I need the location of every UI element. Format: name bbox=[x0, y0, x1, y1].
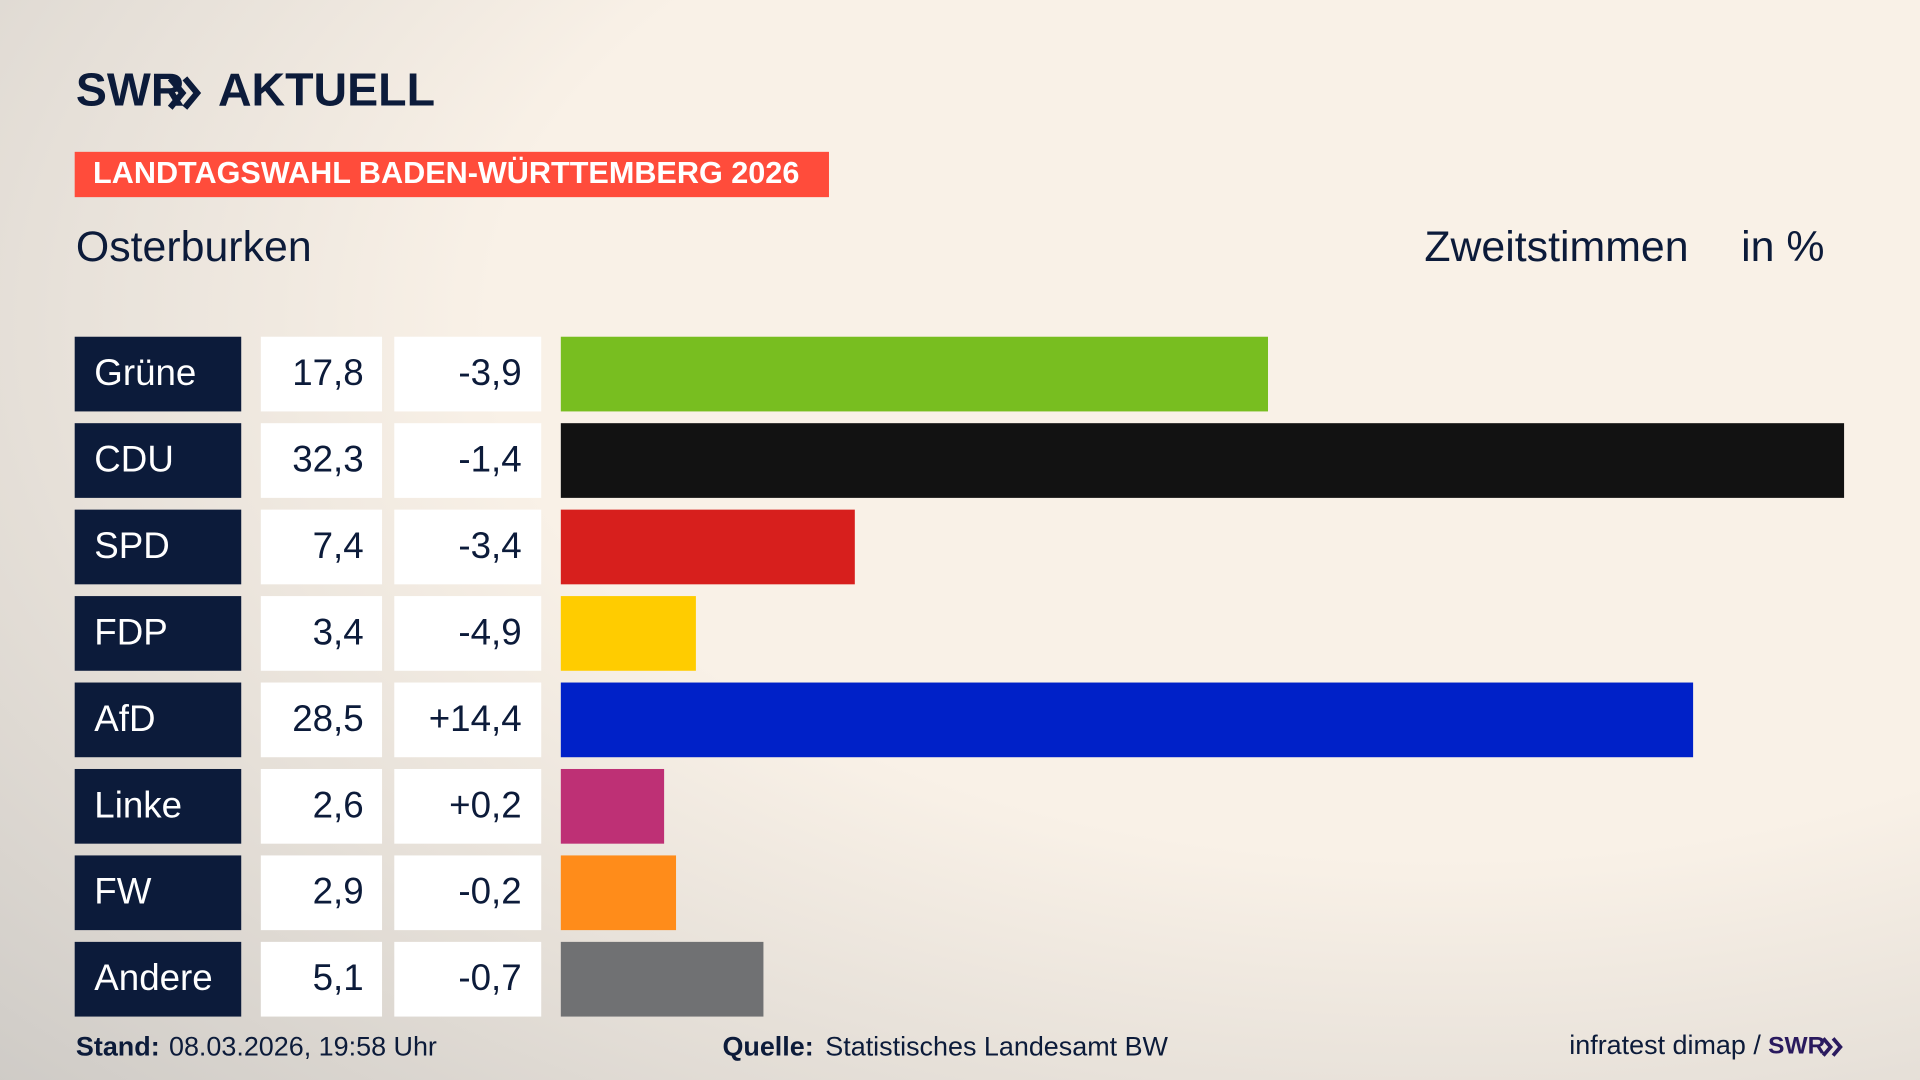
change-label: +14,4 bbox=[429, 698, 522, 739]
bar bbox=[560, 682, 1694, 758]
party-label: Linke bbox=[94, 784, 182, 825]
change-label: -0,7 bbox=[458, 957, 521, 998]
party-box bbox=[74, 336, 242, 412]
logo-chevrons bbox=[167, 76, 202, 110]
party-box bbox=[74, 682, 242, 758]
change-label: -1,4 bbox=[458, 438, 521, 479]
party-box bbox=[74, 596, 242, 671]
source: Statistisches Landesamt BW bbox=[825, 1031, 1168, 1061]
bar bbox=[560, 596, 696, 671]
footer-brand: SWR bbox=[1768, 1032, 1825, 1059]
value-box bbox=[260, 596, 383, 671]
party-label: FW bbox=[94, 871, 151, 912]
value-box bbox=[260, 509, 383, 585]
change-label: +0,2 bbox=[449, 784, 522, 825]
change-label: -3,9 bbox=[458, 352, 521, 393]
value-box bbox=[260, 855, 383, 931]
party-box bbox=[74, 423, 242, 498]
value-label: 32,3 bbox=[292, 438, 363, 479]
value-box bbox=[260, 336, 383, 412]
bar bbox=[560, 768, 665, 844]
change-box bbox=[394, 423, 542, 498]
chart-title: LANDTAGSWAHL BADEN-WÜRTTEMBERG 2026 bbox=[93, 155, 799, 190]
change-box bbox=[394, 336, 542, 412]
party-label: CDU bbox=[94, 438, 174, 479]
title-banner bbox=[74, 151, 829, 198]
value-label: 3,4 bbox=[313, 611, 364, 652]
value-box bbox=[260, 423, 383, 498]
logo-swr: SWR bbox=[76, 63, 185, 115]
bar bbox=[560, 509, 855, 585]
party-label: Andere bbox=[94, 957, 212, 998]
value-label: 2,6 bbox=[313, 784, 364, 825]
value-label: 7,4 bbox=[313, 525, 364, 566]
credit: infratest dimap / bbox=[1569, 1030, 1761, 1060]
bar bbox=[560, 336, 1269, 412]
value-box bbox=[260, 768, 383, 844]
party-box bbox=[74, 855, 242, 931]
change-label: -3,4 bbox=[458, 525, 521, 566]
footer-chevrons bbox=[1821, 1037, 1843, 1057]
party-box bbox=[74, 509, 242, 585]
logo-aktuell: AKTUELL bbox=[218, 63, 435, 115]
party-label: SPD bbox=[94, 525, 169, 566]
bar bbox=[560, 423, 1845, 498]
change-box bbox=[394, 768, 542, 844]
stand-label: Stand: bbox=[76, 1031, 160, 1061]
value-box bbox=[260, 941, 383, 1017]
party-label: FDP bbox=[94, 611, 167, 652]
change-box bbox=[394, 509, 542, 585]
subtitle: Osterburken bbox=[76, 223, 312, 271]
party-label: Grüne bbox=[94, 352, 196, 393]
source-label: Quelle: bbox=[722, 1031, 813, 1061]
change-label: -4,9 bbox=[458, 611, 521, 652]
change-box bbox=[394, 682, 542, 758]
stand: 08.03.2026, 19:58 Uhr bbox=[169, 1031, 437, 1061]
value-label: 28,5 bbox=[292, 698, 363, 739]
value-label: 2,9 bbox=[313, 871, 364, 912]
unit: in % bbox=[1741, 223, 1824, 271]
bar bbox=[560, 941, 764, 1017]
measure: Zweitstimmen bbox=[1424, 223, 1688, 271]
change-box bbox=[394, 855, 542, 931]
change-label: -0,2 bbox=[458, 871, 521, 912]
change-box bbox=[394, 941, 542, 1017]
party-box bbox=[74, 768, 242, 844]
change-box bbox=[394, 596, 542, 671]
party-label: AfD bbox=[94, 698, 155, 739]
party-box bbox=[74, 941, 242, 1017]
bar bbox=[560, 855, 677, 931]
value-label: 5,1 bbox=[313, 957, 364, 998]
value-box bbox=[260, 682, 383, 758]
value-label: 17,8 bbox=[292, 352, 363, 393]
